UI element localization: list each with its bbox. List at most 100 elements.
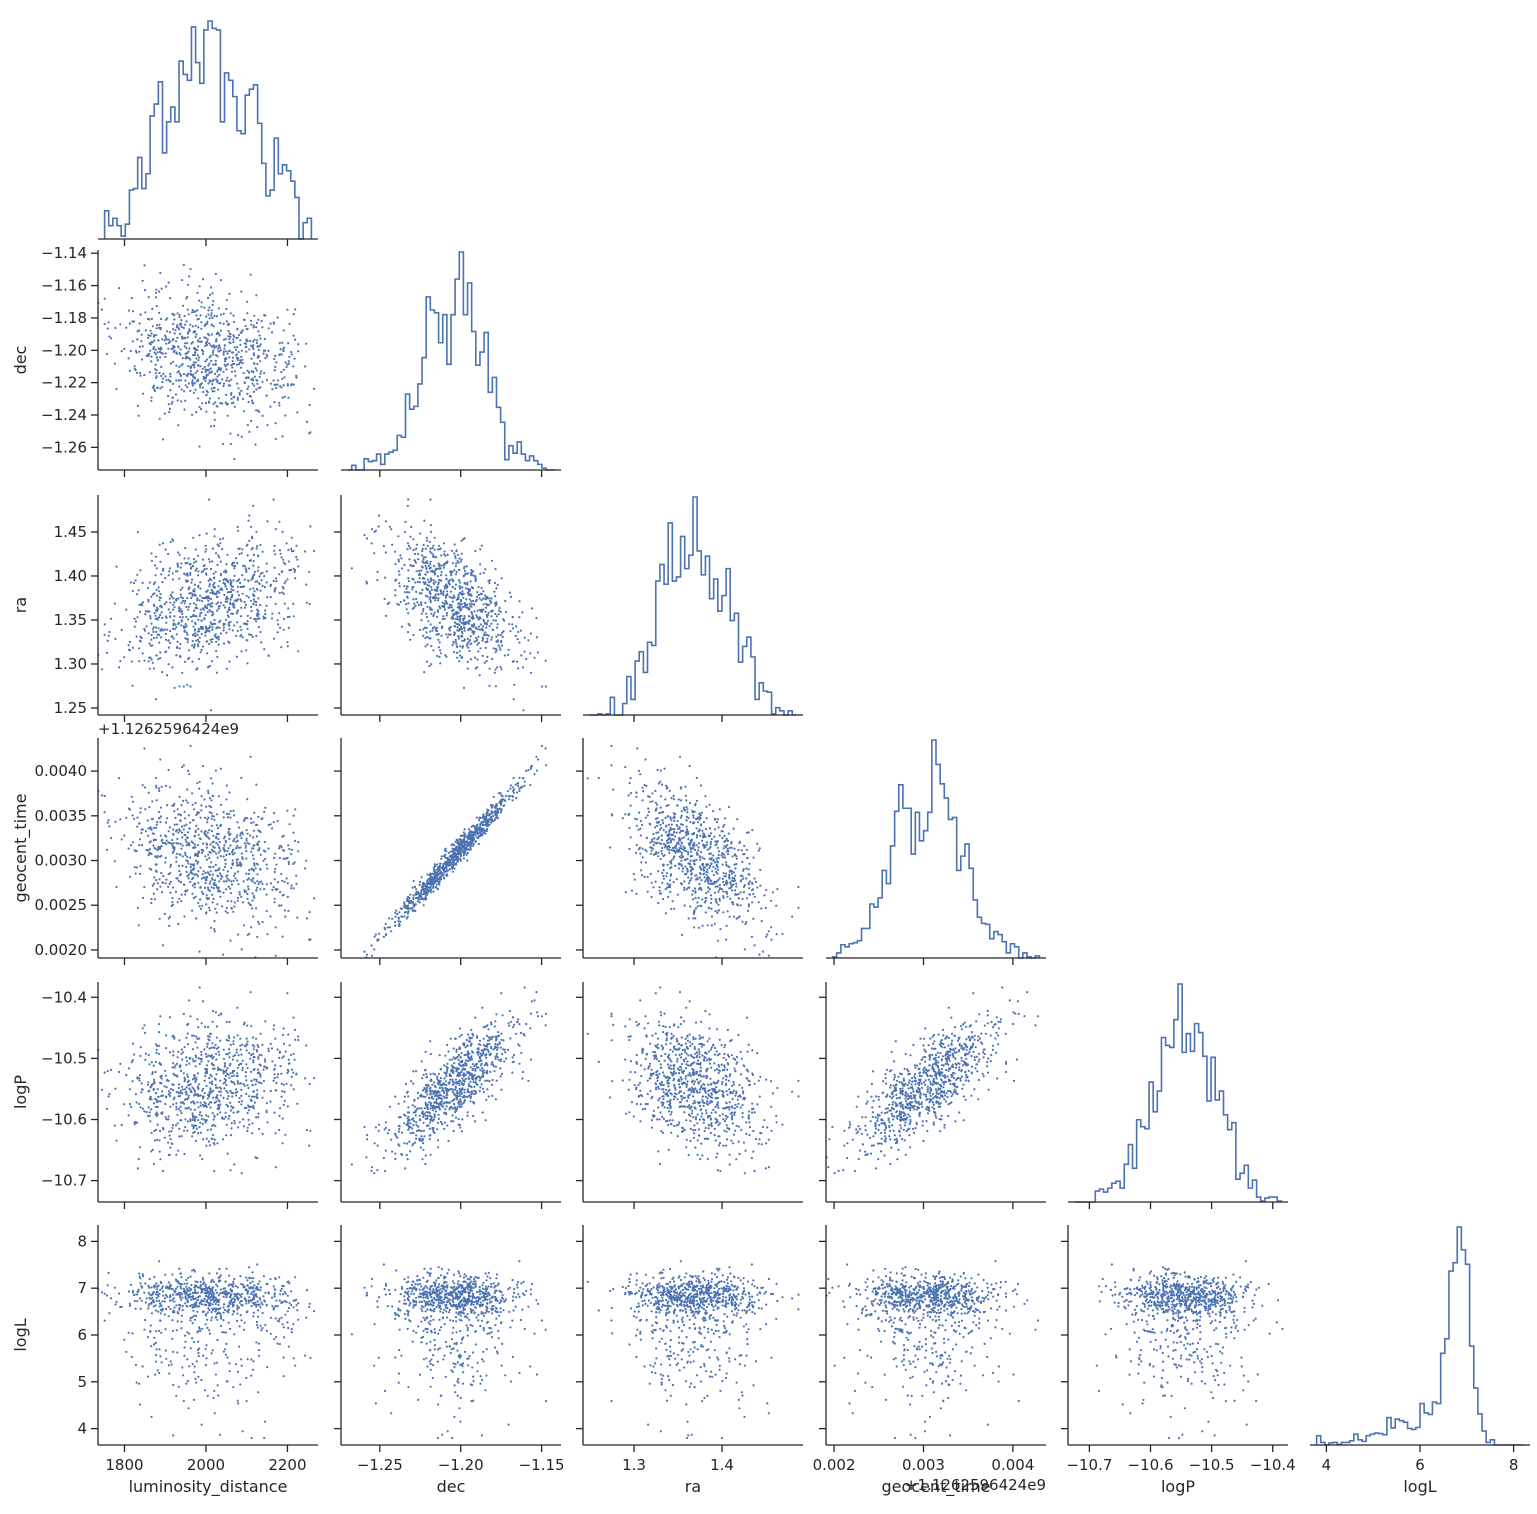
- scatter-points-logP-vs-geocent_time: [825, 986, 1040, 1175]
- panel-geocent_time-vs-dec: [334, 738, 561, 965]
- y-tick-label: 7: [77, 1279, 87, 1297]
- x-tick-label: −10.5: [1189, 1456, 1235, 1474]
- y-axis-label: geocent_time: [11, 794, 31, 903]
- panel-luminosity_distance-vs-luminosity_distance: [98, 20, 318, 246]
- y-tick-label: 5: [77, 1373, 87, 1391]
- panel-logL-vs-logP: −10.7 −10.6 −10.5 −10.4 logP: [1061, 1225, 1296, 1496]
- y-tick-label: −1.20: [41, 341, 87, 359]
- y-tick-label: 1.45: [54, 523, 87, 541]
- histogram-geocent_time: [831, 739, 1041, 959]
- y-tick-label: 1.40: [54, 567, 87, 585]
- panel-geocent_time-vs-ra: [576, 738, 803, 965]
- y-tick-label: 8: [77, 1232, 87, 1250]
- y-tick-label: −1.16: [41, 277, 87, 295]
- x-axis-label: geocent_time: [882, 1477, 991, 1497]
- panel-logP-vs-ra: [576, 982, 803, 1209]
- x-tick-label: 0.004: [991, 1456, 1034, 1474]
- y-tick-label: 6: [77, 1326, 87, 1344]
- scatter-points-geocent_time-vs-ra: [586, 744, 800, 959]
- scatter-points-logP-vs-dec: [350, 986, 548, 1175]
- scatter-points-ra-vs-luminosity_distance: [97, 498, 316, 712]
- panel-logL-vs-dec: −1.25 −1.20 −1.15 dec: [334, 1225, 565, 1496]
- panel-ra-vs-luminosity_distance: 1.25 1.30 1.35 1.40 1.45 ra: [11, 495, 318, 722]
- histogram-dec: [347, 251, 555, 471]
- scatter-points-geocent_time-vs-luminosity_distance: [97, 744, 316, 959]
- y-axis-label: ra: [11, 597, 30, 613]
- y-tick-label: 0.0040: [35, 762, 88, 780]
- panel-ra-vs-ra: [583, 496, 803, 722]
- x-tick-label: 4: [1322, 1456, 1332, 1474]
- panel-dec-vs-dec: [341, 251, 561, 477]
- panel-dec-vs-luminosity_distance: −1.26 −1.24 −1.22 −1.20 −1.18 −1.16 −1.14 dec: [11, 244, 318, 477]
- x-tick-label: −10.7: [1066, 1456, 1112, 1474]
- panel-logP-vs-geocent_time: [819, 982, 1046, 1209]
- x-tick-label: 6: [1415, 1456, 1425, 1474]
- panel-geocent_time-vs-luminosity_distance: 0.0020 0.0025 0.0030 0.0035 0.0040 +1.1262596…: [11, 720, 318, 965]
- x-tick-label: 1800: [105, 1456, 143, 1474]
- x-tick-label: −1.15: [519, 1456, 565, 1474]
- x-axis-label: ra: [685, 1477, 701, 1496]
- y-tick-label: −1.26: [41, 438, 87, 456]
- y-tick-label: 0.0025: [35, 896, 88, 914]
- y-axis-label: dec: [11, 346, 30, 375]
- x-offset-label: +1.1262596424e9: [905, 1476, 1046, 1494]
- scatter-points-logP-vs-ra: [586, 986, 800, 1175]
- histogram-ra: [589, 496, 797, 716]
- scatter-points-logL-vs-ra: [586, 1260, 800, 1440]
- panel-ra-vs-dec: [334, 495, 561, 722]
- x-tick-label: −10.4: [1250, 1456, 1296, 1474]
- panel-logP-vs-logP: [1068, 983, 1288, 1209]
- x-tick-label: 1.4: [710, 1456, 734, 1474]
- panel-logL-vs-logL: 4 6 8 logL: [1310, 1226, 1530, 1496]
- panel-logL-vs-geocent_time: 0.002 0.003 0.004 +1.1262596424e9geocent_ti…: [813, 1225, 1046, 1497]
- x-tick-label: 1.3: [622, 1456, 646, 1474]
- x-axis-label: luminosity_distance: [129, 1477, 288, 1497]
- y-tick-label: −10.6: [41, 1111, 87, 1129]
- histogram-logP: [1074, 983, 1283, 1203]
- y-tick-label: 0.0030: [35, 852, 88, 870]
- scatter-points-logP-vs-luminosity_distance: [97, 986, 316, 1175]
- x-tick-label: 8: [1509, 1456, 1519, 1474]
- scatter-points-logL-vs-dec: [350, 1260, 548, 1440]
- x-tick-label: −1.20: [438, 1456, 484, 1474]
- panel-geocent_time-vs-geocent_time: [826, 739, 1046, 965]
- panel-group: −1.26 −1.24 −1.22 −1.20 −1.18 −1.16 −1.14 dec 1.…: [11, 20, 1530, 1497]
- histogram-logL: [1315, 1226, 1524, 1446]
- y-tick-label: −1.22: [41, 374, 87, 392]
- scatter-points-logL-vs-logP: [1095, 1260, 1284, 1440]
- y-axis-label: logP: [11, 1075, 30, 1109]
- y-tick-label: 4: [77, 1420, 87, 1438]
- scatter-points-logL-vs-geocent_time: [825, 1260, 1040, 1440]
- y-tick-label: 1.35: [54, 611, 87, 629]
- y-tick-label: −10.5: [41, 1049, 87, 1067]
- panel-logP-vs-dec: [334, 982, 561, 1209]
- x-tick-label: 2200: [268, 1456, 306, 1474]
- y-offset-label: +1.1262596424e9: [98, 720, 239, 738]
- panel-logL-vs-luminosity_distance: 1800 2000 2200 4 5 6 7 8 logL luminosity_distance: [11, 1225, 318, 1497]
- y-tick-label: 0.0035: [35, 807, 88, 825]
- scatter-points-ra-vs-dec: [350, 498, 548, 712]
- x-axis-label: logP: [1161, 1477, 1195, 1496]
- y-tick-label: −1.24: [41, 406, 87, 424]
- x-tick-label: 2000: [187, 1456, 225, 1474]
- y-tick-label: 1.25: [54, 699, 87, 717]
- x-tick-label: 0.003: [902, 1456, 945, 1474]
- y-tick-label: −10.4: [41, 988, 87, 1006]
- panel-logL-vs-ra: 1.3 1.4 ra: [576, 1225, 803, 1496]
- y-tick-label: −1.18: [41, 309, 87, 327]
- x-tick-label: −1.25: [357, 1456, 403, 1474]
- y-tick-label: −1.14: [41, 244, 87, 262]
- scatter-points-dec-vs-luminosity_distance: [97, 263, 316, 461]
- x-axis-label: dec: [437, 1477, 466, 1496]
- x-tick-label: 0.002: [813, 1456, 856, 1474]
- panel-logP-vs-luminosity_distance: −10.7 −10.6 −10.5 −10.4 logP: [11, 982, 318, 1209]
- x-axis-label: logL: [1403, 1477, 1436, 1496]
- y-tick-label: 1.30: [54, 655, 87, 673]
- scatter-points-logL-vs-luminosity_distance: [97, 1260, 316, 1440]
- scatter-points-geocent_time-vs-dec: [363, 744, 548, 959]
- y-tick-label: 0.0020: [35, 941, 88, 959]
- y-axis-label: logL: [11, 1318, 30, 1351]
- histogram-luminosity_distance: [103, 20, 313, 240]
- x-tick-label: −10.6: [1128, 1456, 1174, 1474]
